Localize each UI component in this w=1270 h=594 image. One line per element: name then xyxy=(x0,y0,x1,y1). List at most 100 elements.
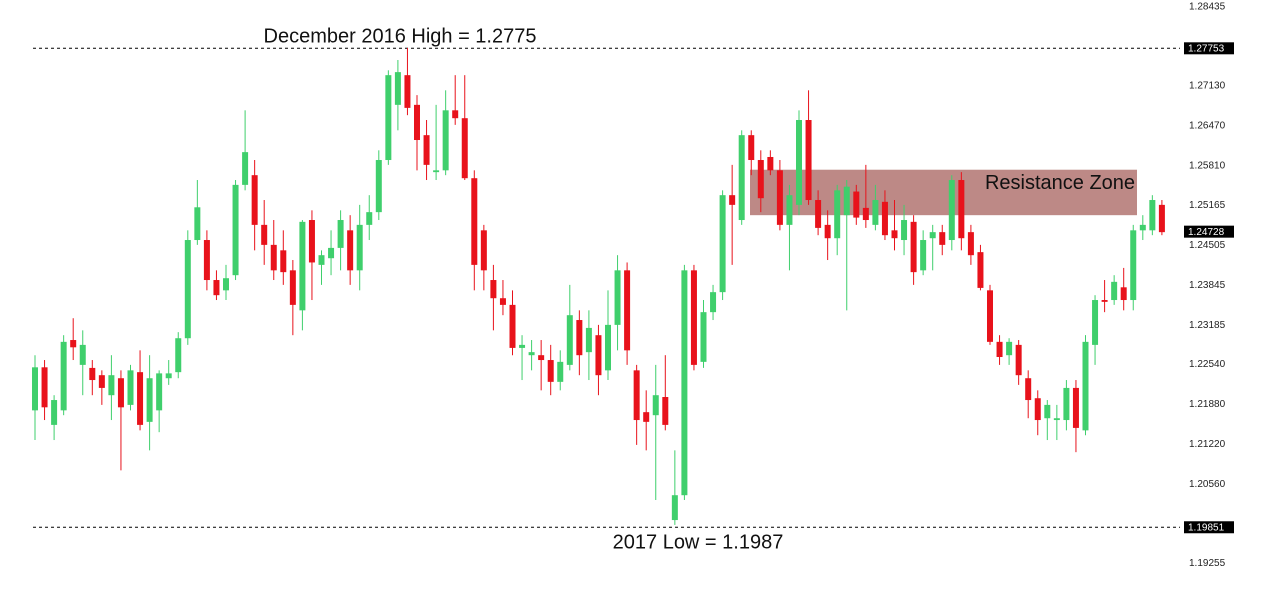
candle-body xyxy=(853,191,860,218)
candle-body xyxy=(624,270,631,351)
candle-body xyxy=(70,340,77,348)
y-tick-label: 1.23845 xyxy=(1189,280,1226,291)
candle-body xyxy=(901,220,908,241)
candle-body xyxy=(223,278,229,291)
y-tick-label: 1.21880 xyxy=(1189,399,1226,410)
resistance-zone xyxy=(750,169,1137,216)
candle-body xyxy=(633,370,640,421)
candle-body xyxy=(595,335,602,376)
candle-body xyxy=(557,361,564,382)
candle-body xyxy=(815,200,822,228)
y-tick-label: 1.26470 xyxy=(1189,121,1226,132)
candle-body xyxy=(710,292,717,313)
y-tick-label: 1.19255 xyxy=(1189,558,1226,569)
candle-body xyxy=(98,375,105,388)
y-tick-label: 1.27130 xyxy=(1189,81,1226,92)
candle-body xyxy=(786,195,793,225)
candle-body xyxy=(538,355,545,361)
candle-body xyxy=(194,207,201,241)
candle-body xyxy=(1025,378,1032,401)
candle-body xyxy=(1063,387,1070,421)
candle-body xyxy=(738,135,745,221)
candle-body xyxy=(1053,418,1060,421)
y-tick-label: 1.23185 xyxy=(1189,320,1226,331)
candle-body xyxy=(929,232,936,239)
candle-body xyxy=(433,170,440,173)
candle-body xyxy=(652,395,659,416)
candle-body xyxy=(614,270,621,325)
candle-body xyxy=(1101,300,1108,302)
candle-body xyxy=(757,160,764,199)
price-line-box xyxy=(1184,521,1234,534)
candle-body xyxy=(89,367,96,381)
candle-body xyxy=(519,344,526,348)
candle-body xyxy=(347,230,354,271)
candle-body xyxy=(251,175,258,225)
candle-body xyxy=(1158,204,1165,233)
y-tick-label: 1.20560 xyxy=(1189,479,1226,490)
candle-body xyxy=(308,220,315,263)
candle-body xyxy=(318,255,325,265)
candle-body xyxy=(461,118,468,179)
candle-body xyxy=(1034,398,1041,421)
y-tick-label: 1.25810 xyxy=(1189,161,1226,172)
candle-body xyxy=(156,373,163,411)
candle-body xyxy=(1015,344,1022,376)
candle-body xyxy=(108,375,115,396)
candle-body xyxy=(385,75,392,161)
candle-body xyxy=(356,224,363,271)
y-tick-label: 1.28435 xyxy=(1189,2,1226,13)
candle-body xyxy=(213,280,220,296)
candle-body xyxy=(60,341,67,411)
candle-body xyxy=(872,200,879,225)
candle-body xyxy=(328,247,335,259)
candle-body xyxy=(958,180,965,239)
candle-body xyxy=(261,224,268,245)
candle-body xyxy=(528,352,535,356)
candle-body xyxy=(337,220,344,248)
candle-body xyxy=(1120,287,1127,301)
candle-body xyxy=(843,186,850,216)
candle-body xyxy=(242,152,249,185)
price-line-box xyxy=(1184,42,1234,55)
candle-body xyxy=(203,240,210,281)
last-price-label: 1.24728 xyxy=(1188,227,1225,238)
price-line-label: 1.19851 xyxy=(1188,522,1225,533)
candle-body xyxy=(967,232,974,256)
candle-body xyxy=(824,224,831,239)
candle-body xyxy=(939,232,946,245)
candle-body xyxy=(729,195,736,205)
candle-body xyxy=(499,298,506,305)
candle-body xyxy=(375,160,382,213)
candle-body xyxy=(605,324,611,371)
candle-body xyxy=(681,270,688,496)
candle-body xyxy=(51,400,58,425)
candle-body xyxy=(805,120,812,201)
candle-body xyxy=(270,244,277,271)
candle-body xyxy=(862,207,869,221)
candle-body xyxy=(175,338,182,373)
candle-body xyxy=(977,252,984,288)
candle-body xyxy=(471,178,478,265)
annotation: 2017 Low = 1.1987 xyxy=(613,532,784,554)
candle-body xyxy=(137,372,144,425)
candle-body xyxy=(834,190,841,239)
candle-body xyxy=(442,110,449,171)
candle-body xyxy=(414,104,420,141)
annotation: December 2016 High = 1.2775 xyxy=(264,26,537,48)
candle-body xyxy=(796,120,802,205)
candle-body xyxy=(127,370,134,405)
candle-body xyxy=(1082,341,1089,431)
candle-body xyxy=(719,195,726,293)
candle-body xyxy=(662,397,669,425)
candle-body xyxy=(165,373,172,379)
candle-body xyxy=(920,240,927,271)
candle-body xyxy=(184,240,191,339)
candle-body xyxy=(232,184,239,276)
candle-body xyxy=(881,201,888,236)
candle-body xyxy=(41,367,48,408)
candle-body xyxy=(404,75,411,108)
last-price-box xyxy=(1184,225,1234,238)
